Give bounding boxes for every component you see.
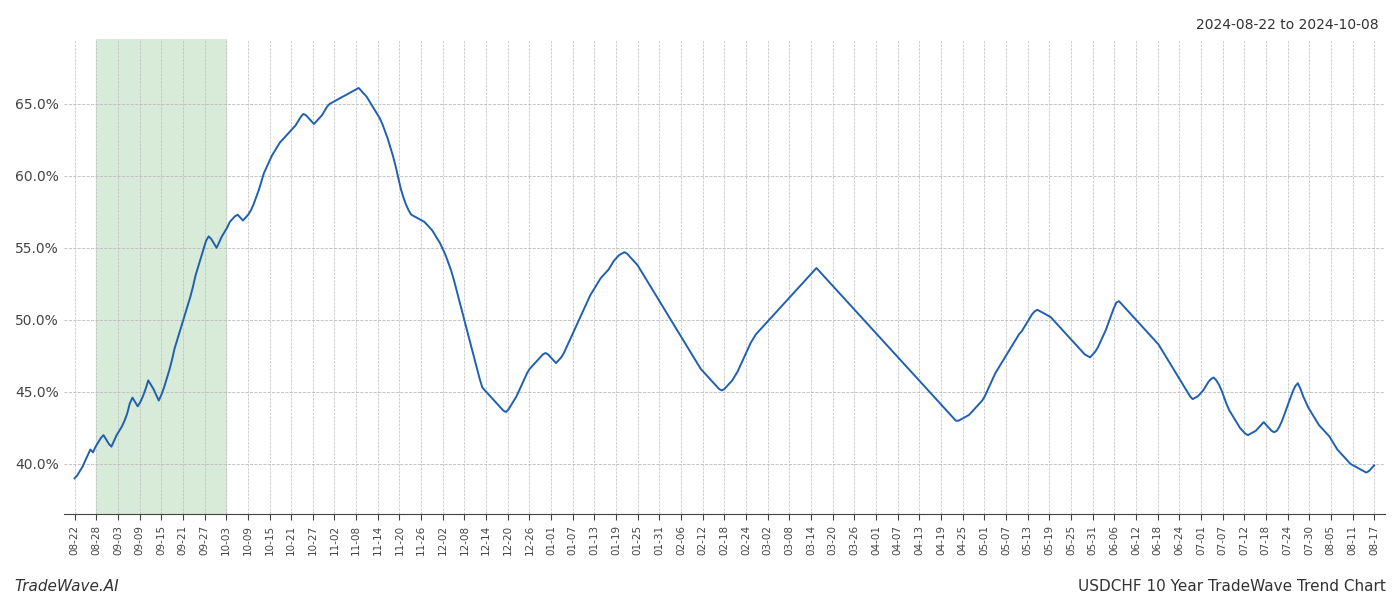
- Text: TradeWave.AI: TradeWave.AI: [14, 579, 119, 594]
- Text: 2024-08-22 to 2024-10-08: 2024-08-22 to 2024-10-08: [1197, 18, 1379, 32]
- Bar: [97, 39, 227, 514]
- Text: USDCHF 10 Year TradeWave Trend Chart: USDCHF 10 Year TradeWave Trend Chart: [1078, 579, 1386, 594]
